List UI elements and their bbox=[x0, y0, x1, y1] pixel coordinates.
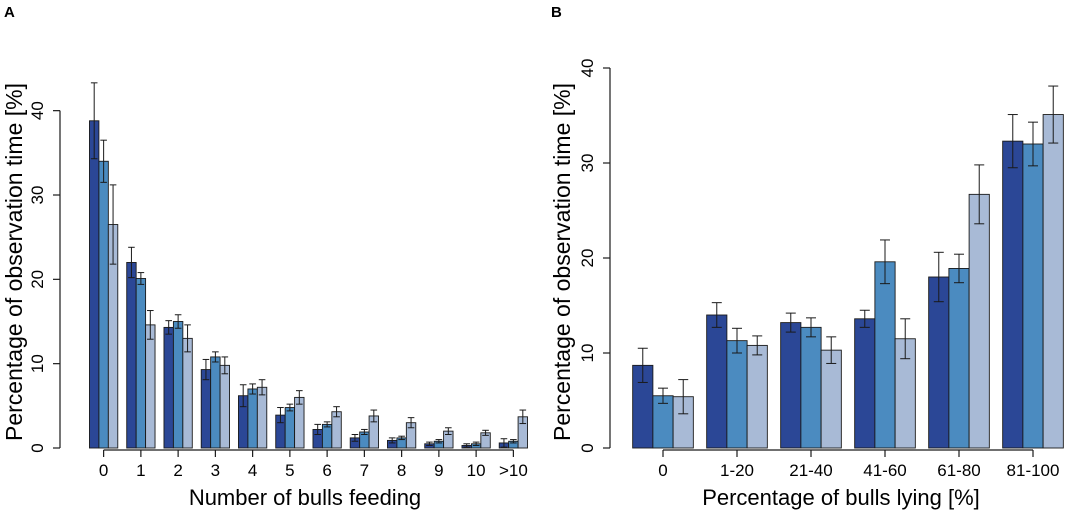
panel-a-y-tick-label: 10 bbox=[28, 354, 47, 373]
panel-a-bar-1 bbox=[89, 120, 100, 449]
panel-a-x-tick-label: 5 bbox=[285, 461, 294, 480]
panel-a-x-axis-title: Number of bulls feeding bbox=[189, 485, 421, 510]
panel-b-x-tick-label: 61-80 bbox=[937, 461, 980, 480]
panel-b-bar-1 bbox=[706, 314, 728, 449]
panel-b-x-tick-label: 1-20 bbox=[720, 461, 754, 480]
panel-a-bar-2 bbox=[135, 278, 147, 449]
panel-b-bar-1 bbox=[928, 276, 950, 449]
panel-a-x-tick-label: 3 bbox=[211, 461, 220, 480]
panel-b-y-tick-label: 0 bbox=[578, 443, 597, 452]
panel-a-x-tick-label: 1 bbox=[136, 461, 145, 480]
panel-b-bar-2 bbox=[800, 326, 822, 449]
panel-b-chart: 0 10 20 30 40 0 1-20 21-40 41-60 61-80 81-100 bbox=[578, 59, 1064, 480]
panel-b-bar-2 bbox=[874, 261, 896, 449]
panel-b-y-tick-label: 10 bbox=[578, 344, 597, 363]
panel-a-x-tick-label: 0 bbox=[99, 461, 108, 480]
panel-a-x-tick-label: 10 bbox=[467, 461, 486, 480]
panel-a-y-axis-title: Percentage of observation time [%] bbox=[1, 83, 27, 441]
panel-b-bar-3 bbox=[968, 193, 990, 449]
panel-b-label: B bbox=[551, 4, 562, 21]
panel-a-x-tick-label: 9 bbox=[434, 461, 443, 480]
panel-b-bar-1 bbox=[780, 322, 802, 449]
panel-b-x-tick-label: 21-40 bbox=[789, 461, 832, 480]
panel-b-x-tick-label: 41-60 bbox=[863, 461, 906, 480]
panel-a-bar-1 bbox=[200, 369, 212, 449]
panel-b-bar-3 bbox=[746, 344, 768, 449]
panel-a-bar-3 bbox=[294, 396, 305, 449]
panel-a-x-tick-label: 2 bbox=[173, 461, 182, 480]
panel-b-bar-1 bbox=[854, 318, 876, 449]
panel-a-x-tick-label: 4 bbox=[248, 461, 257, 480]
panel-a-bar-1 bbox=[126, 262, 137, 449]
panel-a-y-tick-label: 30 bbox=[28, 186, 47, 205]
panel-a-x-tick-label: 8 bbox=[397, 461, 406, 480]
panel-a-y-tick-label: 0 bbox=[28, 443, 47, 452]
panel-b-x-tick-label: 81-100 bbox=[1007, 461, 1060, 480]
panel-a-bar-2 bbox=[98, 160, 109, 449]
panel-b-bar-2 bbox=[948, 268, 970, 449]
panel-a-y-tick-label: 20 bbox=[28, 270, 47, 289]
panel-a-y-tick-label: 40 bbox=[28, 101, 47, 120]
panel-a-bar-3 bbox=[145, 324, 156, 449]
panel-a-bar-2 bbox=[247, 388, 258, 449]
panel-b-bar-2 bbox=[1022, 143, 1044, 449]
panel-a-bar-2 bbox=[284, 407, 296, 449]
panel-a-bar-1 bbox=[163, 326, 174, 449]
panel-b-y-tick-label: 30 bbox=[578, 154, 597, 173]
panel-b-x-tick-label: 0 bbox=[658, 461, 667, 480]
panel-a-bar-3 bbox=[182, 337, 193, 449]
panel-b-bar-1 bbox=[1002, 140, 1024, 449]
panel-a-x-tick-label: 7 bbox=[360, 461, 369, 480]
panel-a-x-tick-label: 6 bbox=[322, 461, 331, 480]
panel-b-y-tick-label: 40 bbox=[578, 59, 597, 78]
panel-b-x-axis-title: Percentage of bulls lying [%] bbox=[702, 485, 980, 510]
panel-a-bar-2 bbox=[210, 356, 221, 449]
panel-a-bar-3 bbox=[256, 386, 268, 449]
panel-a-label: A bbox=[4, 4, 15, 21]
panel-a-bar-2 bbox=[321, 423, 333, 449]
panel-b-bar-3 bbox=[1042, 114, 1064, 449]
panel-b-y-tick-label: 20 bbox=[578, 249, 597, 268]
panel-a-x-tick-label: >10 bbox=[499, 461, 528, 480]
panel-b-bar-3 bbox=[820, 349, 842, 449]
panel-b-y-axis-title: Percentage of observation time [%] bbox=[549, 83, 575, 441]
panel-a-bar-2 bbox=[172, 321, 184, 449]
panel-a-bar-3 bbox=[219, 364, 230, 449]
panel-a-chart: 0 10 20 30 40 0 1 2 3 4 5 6 7 8 9 10 >10 bbox=[28, 82, 528, 480]
panel-b-bar-2 bbox=[726, 340, 748, 449]
